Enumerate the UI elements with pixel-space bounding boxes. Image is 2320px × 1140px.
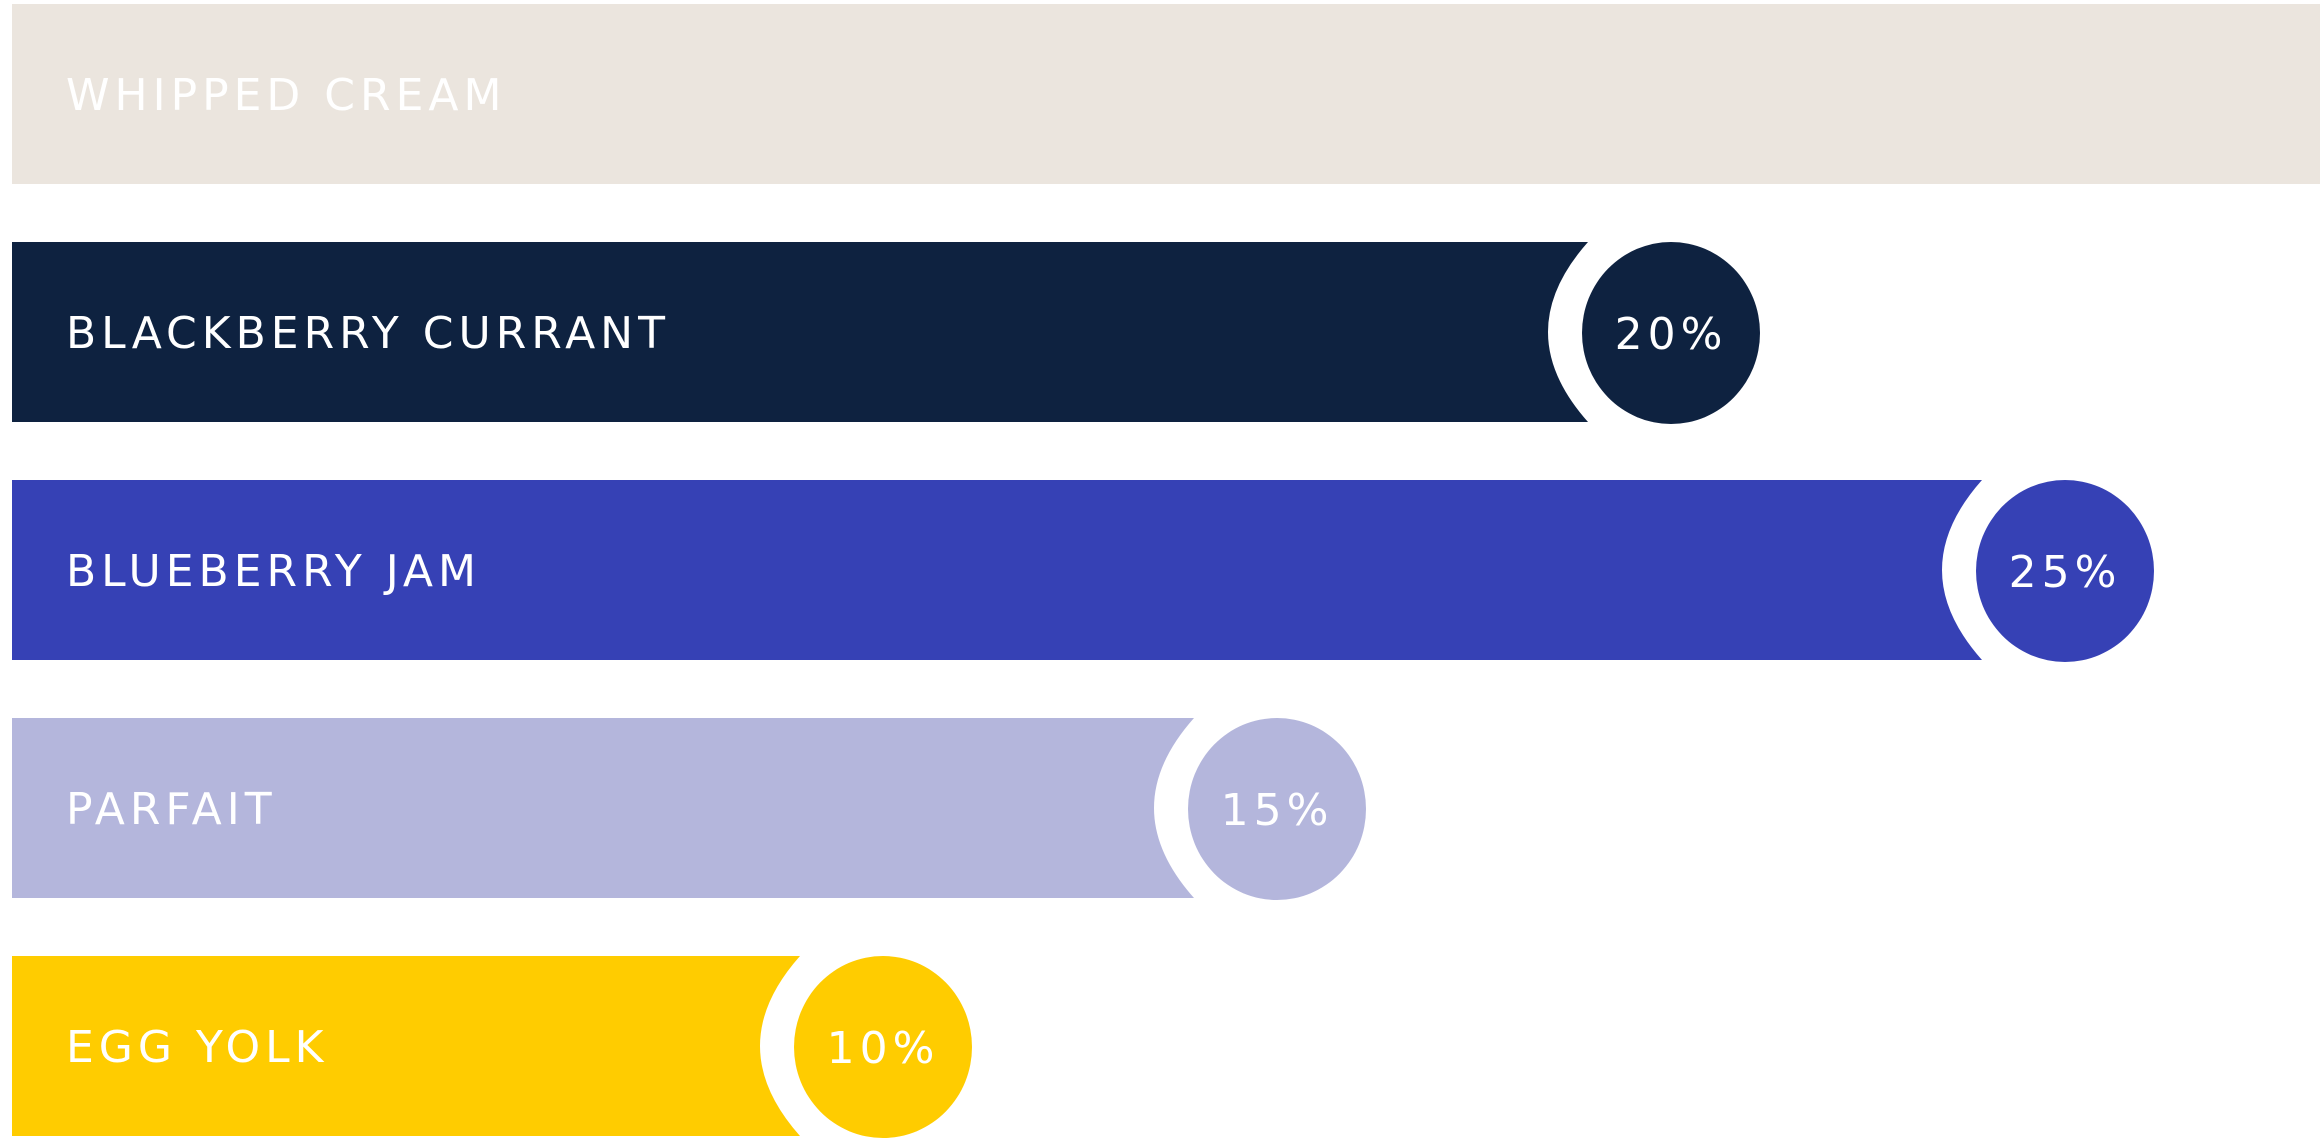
bar-egg-yolk [12, 956, 800, 1136]
bar-category-label: WHIPPED CREAM [66, 70, 506, 121]
bar-category-label: BLUEBERRY JAM [66, 546, 481, 597]
value-label: 10% [827, 1023, 940, 1074]
bar-category-label: BLACKBERRY CURRANT [66, 308, 670, 359]
value-bubble [1976, 480, 2154, 662]
bars-group: WHIPPED CREAM30%BLACKBERRY CURRANT20%BLU… [12, 4, 2320, 1138]
bar-category-label: PARFAIT [66, 784, 277, 835]
value-bubble [1188, 718, 1366, 900]
value-label: 25% [2009, 547, 2122, 598]
bar-parfait [12, 718, 1194, 898]
bar-blackberry-currant [12, 242, 1588, 422]
bar-category-label: EGG YOLK [66, 1022, 328, 1073]
bar-whipped-cream [12, 4, 2320, 184]
value-label: 20% [1615, 309, 1728, 360]
value-bubble [794, 956, 972, 1138]
value-bubble [1582, 242, 1760, 424]
value-label: 15% [1221, 785, 1334, 836]
bar-blueberry-jam [12, 480, 1982, 660]
